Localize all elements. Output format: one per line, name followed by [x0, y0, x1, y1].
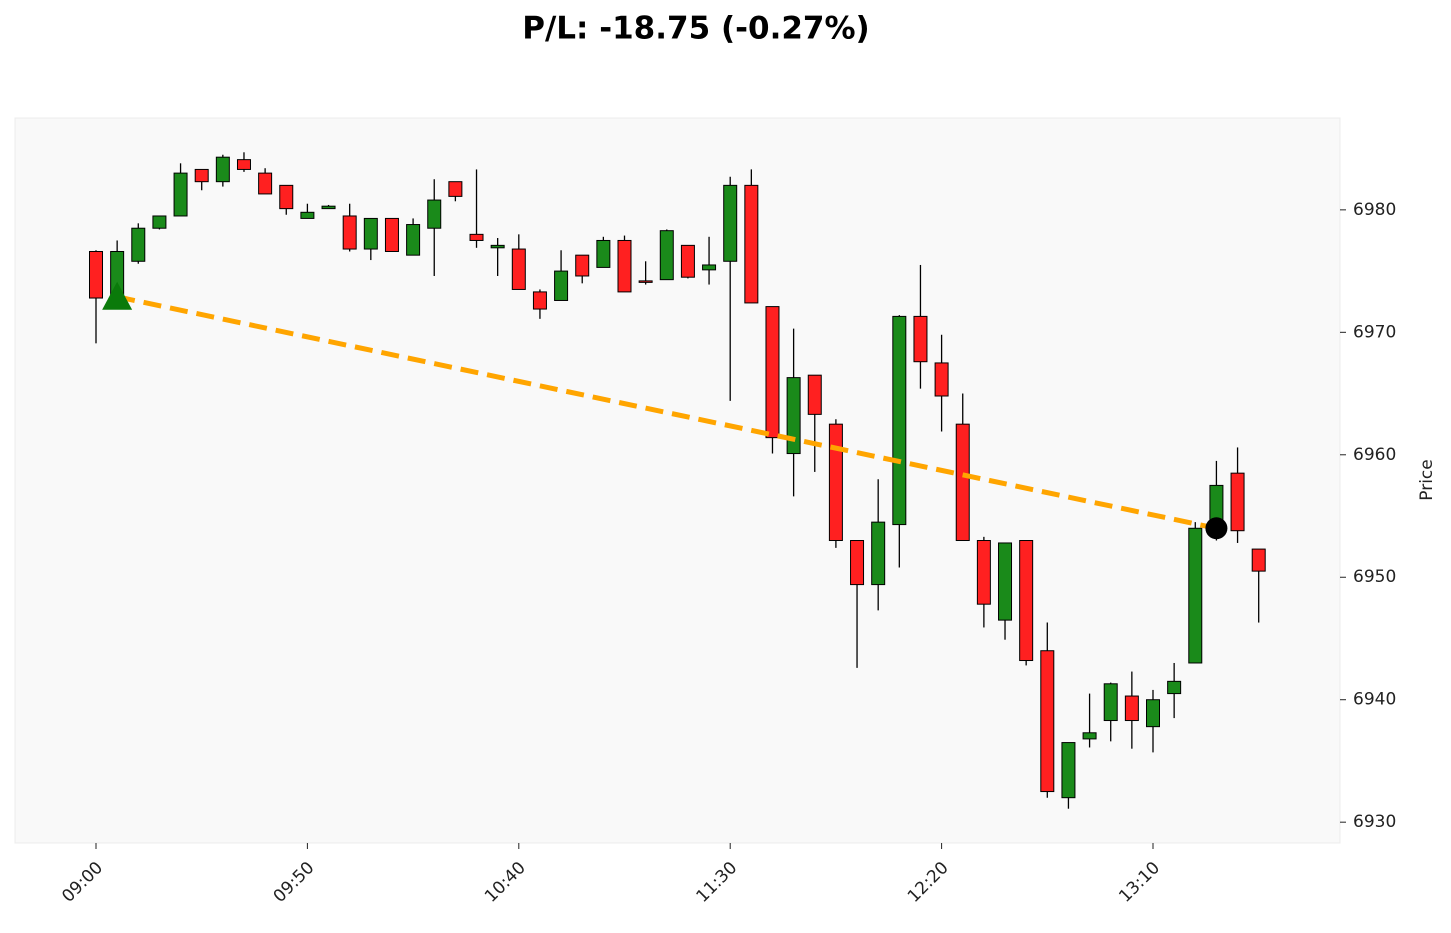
candle-body — [638, 280, 653, 283]
x-tick-label: 11:30 — [692, 858, 741, 907]
candle-body — [236, 159, 251, 170]
candle-body — [1061, 742, 1076, 799]
candle-body — [1040, 650, 1055, 793]
chart-title: P/L: -18.75 (-0.27%) — [522, 11, 869, 47]
candle-body — [1251, 548, 1266, 572]
candle-body — [511, 248, 526, 290]
candle-body — [279, 184, 294, 210]
candle-body — [955, 423, 970, 542]
candle-body — [871, 521, 886, 586]
candle-body — [1188, 527, 1203, 664]
candle-body — [659, 230, 674, 281]
candle-body — [828, 423, 843, 542]
entry-marker — [102, 281, 133, 310]
y-tick-label: 6960 — [1353, 445, 1396, 465]
candle-body — [1082, 732, 1097, 740]
candle-body — [617, 239, 632, 293]
candle-body — [342, 215, 357, 250]
candle-body — [384, 217, 399, 252]
candle-body — [1167, 680, 1182, 695]
candle-body — [406, 224, 421, 256]
candle-body — [321, 205, 336, 210]
candle-body — [363, 217, 378, 250]
candle-body — [892, 315, 907, 526]
candle-body — [850, 540, 865, 586]
candle-body — [532, 291, 547, 310]
candle-body — [152, 215, 167, 229]
candle-body — [554, 270, 569, 301]
y-tick-label: 6970 — [1353, 322, 1396, 342]
candle-body — [258, 172, 273, 195]
candle-body — [998, 542, 1013, 621]
y-axis-label: Price — [1417, 459, 1437, 500]
candle-body — [215, 156, 230, 183]
exit-marker — [1205, 517, 1228, 540]
candle-body — [173, 172, 188, 217]
candle-body — [1124, 695, 1139, 722]
candle-body — [469, 233, 484, 241]
x-tick-label: 09:00 — [58, 858, 107, 907]
candle-body — [448, 181, 463, 197]
candle-body — [131, 227, 146, 262]
candle-body — [427, 199, 442, 229]
candle-body — [194, 168, 209, 183]
x-tick-label: 10:40 — [481, 858, 530, 907]
candle-body — [765, 306, 780, 439]
x-tick-label: 09:50 — [270, 858, 319, 907]
candle-body — [1103, 683, 1118, 722]
candle-body — [300, 211, 315, 219]
candle-body — [744, 184, 759, 304]
candle-body — [575, 254, 590, 277]
candle-body — [723, 184, 738, 262]
candle-body — [490, 244, 505, 249]
y-tick-label: 6950 — [1353, 567, 1396, 587]
candle-body — [934, 362, 949, 397]
candle-body — [1146, 699, 1160, 728]
candle-body — [1230, 472, 1245, 532]
y-tick-label: 6980 — [1353, 200, 1396, 220]
candle-body — [1019, 540, 1034, 662]
candle-body — [89, 250, 103, 299]
candle-body — [976, 540, 991, 605]
candle-body — [702, 264, 717, 271]
candle-body — [596, 239, 611, 268]
plot-area — [14, 117, 1341, 844]
candle-body — [680, 244, 695, 278]
x-tick-label: 13:10 — [1115, 858, 1164, 907]
y-tick-label: 6930 — [1353, 812, 1396, 832]
x-tick-label: 12:20 — [904, 858, 953, 907]
candle-body — [913, 315, 928, 363]
candle-body — [807, 374, 822, 415]
y-tick-label: 6940 — [1353, 690, 1396, 710]
candle-body — [786, 377, 801, 455]
